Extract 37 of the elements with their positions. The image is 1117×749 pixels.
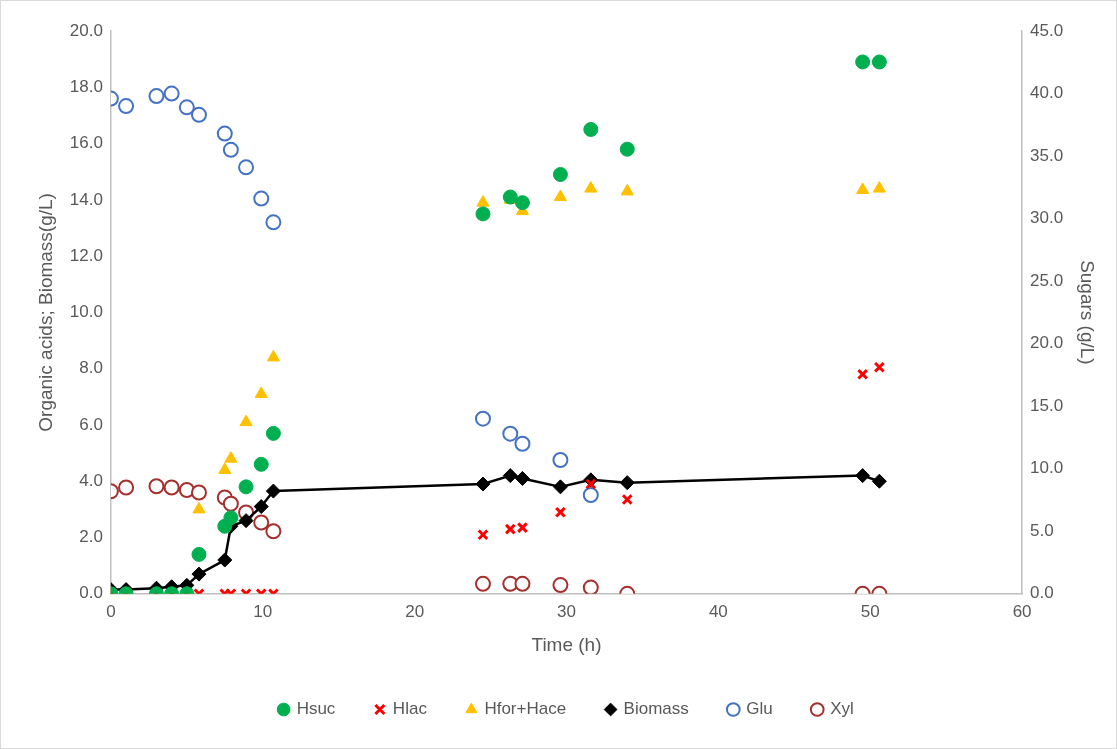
y2-tick-label: 10.0 [1030,458,1064,478]
x-tick-label: 30 [557,601,576,621]
legend-label: Hlac [392,699,428,719]
y2-tick-label: 0.0 [1030,583,1054,603]
legend-label: Hsuc [296,699,336,719]
x-tick-label: 60 [1012,601,1032,621]
x-axis-title: Time (h) [531,633,602,655]
y-tick-label: 12.0 [69,245,103,265]
y-tick-label: 10.0 [69,302,103,322]
legend-label: Hfor+Hace [484,699,567,719]
y-tick-label: 2.0 [79,527,103,547]
y2-tick-label: 30.0 [1030,208,1064,228]
y-tick-label: 20.0 [69,20,103,40]
x-tick-label: 40 [708,601,728,621]
y2-tick-label: 45.0 [1030,20,1064,40]
y2-tick-label: 40.0 [1030,83,1064,103]
y2-tick-label: 20.0 [1030,333,1064,353]
legend-label: Xyl [830,699,854,719]
legend-label: Biomass [623,699,689,719]
x-tick-label: 10 [253,601,273,621]
y2-tick-label: 5.0 [1030,520,1054,540]
y2-tick-label: 35.0 [1030,145,1064,165]
y-tick-label: 14.0 [69,189,103,209]
x-tick-label: 0 [106,601,116,621]
y-tick-label: 0.0 [79,583,103,603]
y-tick-label: 6.0 [79,414,103,434]
y2-tick-label: 15.0 [1030,395,1064,415]
y2-axis-title: Sugars (g/L) [1077,260,1099,365]
y-tick-label: 4.0 [79,470,103,490]
y-tick-label: 8.0 [79,358,103,378]
y2-tick-label: 25.0 [1030,270,1064,290]
y-tick-label: 18.0 [69,76,103,96]
y-tick-label: 16.0 [69,133,103,153]
legend-label: Glu [746,699,773,719]
y-axis-title: Organic acids; Biomass(g/L) [34,193,56,432]
x-tick-label: 50 [860,601,880,621]
x-tick-label: 20 [405,601,425,621]
